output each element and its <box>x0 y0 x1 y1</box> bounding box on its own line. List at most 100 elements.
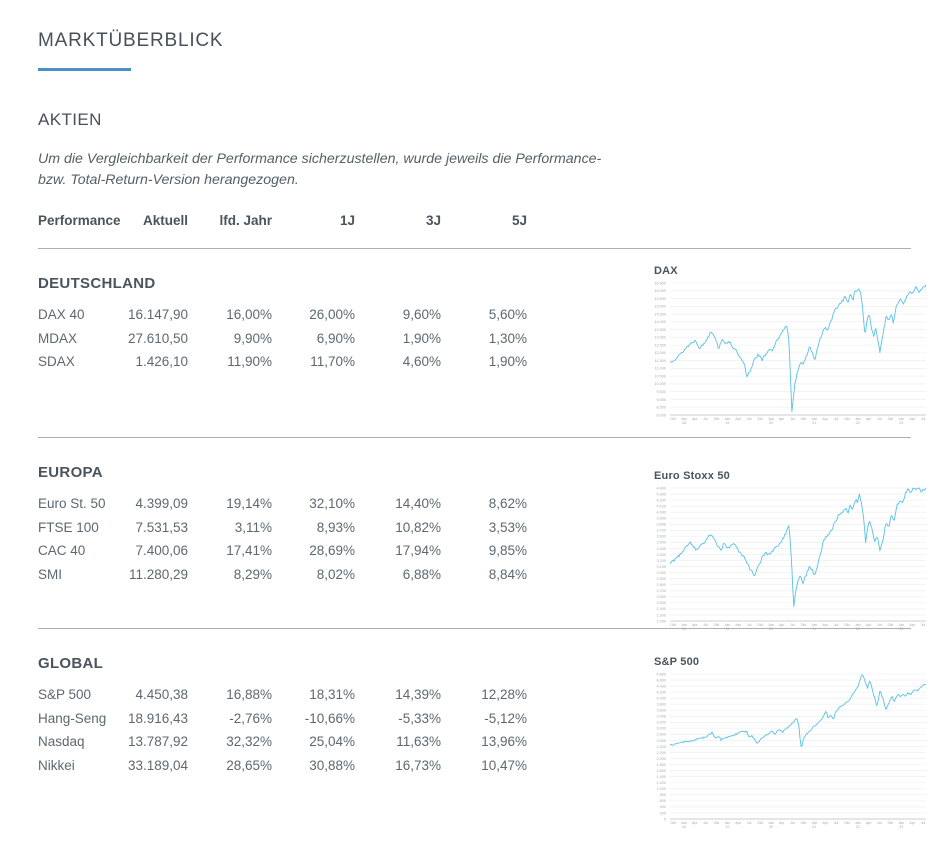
table-row-ftse-100: FTSE 100 7.531,53 3,11% 8,93% 10,82% 3,53% <box>38 516 911 540</box>
y-tick-label: 2.400 <box>656 745 666 749</box>
x-tick-label: Okt <box>801 417 807 421</box>
section-title: GLOBAL <box>38 655 104 672</box>
row-value: 19,14% <box>226 496 272 511</box>
header-aktuell: Aktuell <box>142 213 188 228</box>
row-value: -10,66% <box>304 710 355 726</box>
chart-title: S&P 500 <box>654 656 700 668</box>
row-value: 9,60% <box>402 307 441 322</box>
x-tick-label: Jan 20 <box>768 417 774 425</box>
header-lfd-jahr: lfd. Jahr <box>219 213 272 228</box>
row-value: 28,65% <box>226 757 272 773</box>
section-rows: DAX 40 16.147,90 16,00% 26,00% 9,60% 5,60% MDA… <box>38 303 911 374</box>
x-tick-label: Okt <box>888 821 894 825</box>
x-tick-label: Jan 19 <box>724 623 730 631</box>
section-rows: S&P 500 4.450,38 16,88% 18,31% 14,39% 12,28% H… <box>38 683 911 777</box>
x-tick-label: Apr <box>779 821 785 825</box>
row-value: 6,88% <box>402 566 441 582</box>
y-tick-label: 4.200 <box>656 498 666 502</box>
x-tick-label: Jul <box>790 821 795 825</box>
y-tick-label: 2.900 <box>656 577 666 581</box>
table-row-sdax: SDAX 1.426,10 11,90% 11,70% 4,60% 1,90% <box>38 350 911 374</box>
x-tick-label: Jul <box>747 821 752 825</box>
y-tick-label: 2.600 <box>656 595 666 599</box>
x-tick-label: Jan 18 <box>681 821 687 829</box>
row-value: 10,47% <box>481 757 527 773</box>
x-tick-label: Okt <box>670 623 676 627</box>
y-tick-label: 4.200 <box>656 690 666 694</box>
y-tick-label: 200 <box>660 811 666 815</box>
y-tick-label: 3.000 <box>656 571 666 575</box>
x-tick-label: Jan 21 <box>811 623 817 631</box>
row-value: 4.399,09 <box>135 496 188 511</box>
section-rows: Euro St. 50 4.399,09 19,14% 32,10% 14,40% 8,6… <box>38 492 911 586</box>
sparkline-s-p-500: 4.800 4.600 4.400 4.200 4.000 3.800 3.600 3.400… <box>656 672 927 829</box>
row-value: 4,60% <box>402 354 441 370</box>
y-tick-label: 3.400 <box>656 715 666 719</box>
y-tick-label: 0 <box>664 817 666 821</box>
row-value: 17,94% <box>395 543 441 559</box>
x-tick-label: Apr <box>909 417 915 421</box>
table-row-s-p-500: S&P 500 4.450,38 16,88% 18,31% 14,39% 12,28% <box>38 683 911 707</box>
row-value: 8,84% <box>488 566 527 582</box>
x-tick-label: Jan 19 <box>724 417 730 425</box>
y-tick-label: 8.500 <box>656 406 666 410</box>
x-tick-label: Jan 22 <box>855 821 861 829</box>
x-tick-label: Okt <box>757 417 763 421</box>
x-tick-label: Jan 20 <box>768 623 774 631</box>
row-value: 6,90% <box>316 330 355 346</box>
x-tick-label: Apr <box>866 417 872 421</box>
x-tick-label: Apr <box>822 417 828 421</box>
row-label: SDAX <box>38 354 75 370</box>
y-tick-label: 800 <box>660 793 666 797</box>
row-value: 8,62% <box>488 496 527 511</box>
y-tick-label: 8.000 <box>656 413 666 417</box>
row-label: Euro St. 50 <box>38 496 106 511</box>
x-tick-label: Okt <box>714 417 720 421</box>
x-tick-label: Okt <box>670 417 676 421</box>
row-value: 32,32% <box>226 734 272 750</box>
x-tick-label: Jul <box>877 623 882 627</box>
x-tick-label: Apr <box>866 623 872 627</box>
row-value: 1.426,10 <box>135 354 188 370</box>
row-value: 14,39% <box>395 687 441 702</box>
price-line <box>669 487 927 607</box>
row-value: 3,11% <box>234 519 272 535</box>
y-tick-label: 1.600 <box>656 769 666 773</box>
x-tick-label: Jan 22 <box>855 623 861 631</box>
x-tick-label: Okt <box>801 821 807 825</box>
row-value: 8,02% <box>316 566 355 582</box>
x-tick-label: Okt <box>844 821 850 825</box>
x-tick-label: Okt <box>888 623 894 627</box>
x-tick-label: Jul <box>703 821 708 825</box>
x-tick-label: Okt <box>844 417 850 421</box>
y-tick-label: 2.200 <box>656 751 666 755</box>
row-value: 18.916,43 <box>127 710 188 726</box>
y-tick-label: 2.300 <box>656 613 666 617</box>
y-tick-label: 4.400 <box>656 486 666 490</box>
row-value: 17,41% <box>226 543 272 559</box>
row-value: 8,93% <box>316 519 355 535</box>
x-tick-label: Okt <box>888 417 894 421</box>
sparkline-dax: 16.500 16.000 15.500 15.000 14.500 14.000 13.5… <box>654 281 927 425</box>
y-tick-label: 15.000 <box>654 305 666 309</box>
table-row-nikkei: Nikkei 33.189,04 28,65% 30,88% 16,73% 10,47% <box>38 754 911 778</box>
table-row-mdax: MDAX 27.610,50 9,90% 6,90% 1,90% 1,30% <box>38 327 911 351</box>
y-tick-label: 4.000 <box>656 510 666 514</box>
row-label: Nikkei <box>38 757 75 773</box>
y-tick-label: 3.600 <box>656 535 666 539</box>
row-value: 11,90% <box>227 354 272 370</box>
row-value: 33.189,04 <box>127 757 188 773</box>
row-value: 1,30% <box>488 330 527 346</box>
x-tick-label: Apr <box>735 623 741 627</box>
y-tick-label: 3.800 <box>656 703 666 707</box>
y-tick-label: 11.500 <box>655 359 666 363</box>
x-tick-label: Jan 18 <box>681 623 687 631</box>
chart-title: DAX <box>654 265 678 277</box>
table-row-nasdaq: Nasdaq 13.787,92 32,32% 25,04% 11,63% 13,96% <box>38 730 911 754</box>
row-value: 16.147,90 <box>127 307 188 322</box>
x-tick-label: Jan 23 <box>898 821 904 829</box>
x-tick-label: Apr <box>692 417 698 421</box>
row-value: 8,29% <box>233 566 272 582</box>
table-row-cac-40: CAC 40 7.400,06 17,41% 28,69% 17,94% 9,85% <box>38 539 911 563</box>
x-tick-label: Jul <box>921 623 926 627</box>
